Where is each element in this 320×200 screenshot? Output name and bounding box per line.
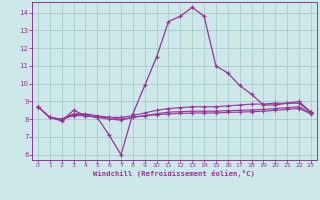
X-axis label: Windchill (Refroidissement éolien,°C): Windchill (Refroidissement éolien,°C) <box>93 170 255 177</box>
